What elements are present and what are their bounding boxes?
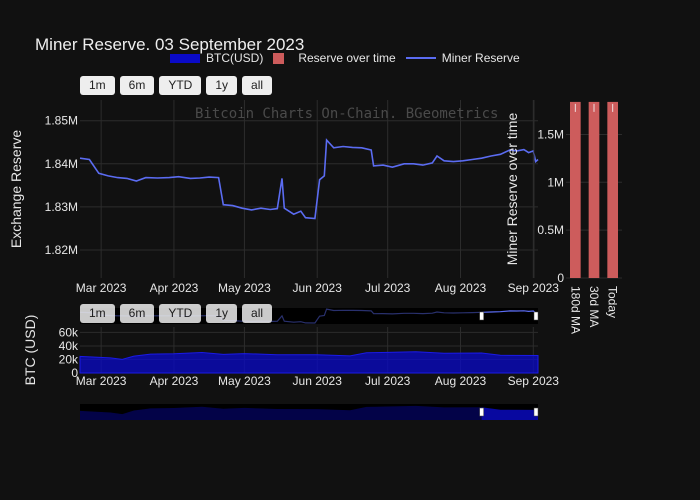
btc-price-area [79,351,539,374]
range-selector-top: 1m 6m YTD 1y all [80,76,273,95]
area-x-tick-label: Jun 2023 [293,374,343,388]
miner-reserve-line [79,138,539,220]
bar-category-label: 30d MA [587,286,601,327]
legend: BTC(USD) Reserve over time Miner Reserve [170,51,520,65]
bar-category-label: Today [606,286,620,318]
area-x-tick-label: Jul 2023 [365,374,411,388]
range-button-1y[interactable]: 1y [206,76,238,95]
area-y-tick-label: 40k [59,339,79,353]
range-button-1m[interactable]: 1m [80,76,115,95]
range-button-6m-bottom[interactable]: 6m [119,304,155,323]
range-button-all[interactable]: all [242,76,273,95]
bar-y-tick-label: 1M [547,175,564,189]
chart-title: Miner Reserve. 03 September 2023 [35,35,305,54]
main-y-axis-title: Exchange Reserve [8,130,24,249]
main-y-tick-label: 1.85M [45,114,78,128]
area-x-tick-label: Aug 2023 [435,374,487,388]
main-x-tick-label: Jul 2023 [365,281,411,295]
main-y-tick-label: 1.82M [45,243,78,257]
legend-item-reserve-over-time[interactable]: Reserve over time [273,51,396,65]
main-x-tick-label: Apr 2023 [150,281,199,295]
range-button-ytd-bottom[interactable]: YTD [159,304,202,323]
axis-titles: Exchange Reserve Miner Reserve over time B… [8,113,520,386]
legend-label-reserve-over-time: Reserve over time [298,51,396,65]
area-y-axis-title: BTC (USD) [22,315,38,386]
range-button-ytd[interactable]: YTD [159,76,202,95]
legend-item-miner-reserve[interactable]: Miner Reserve [405,51,520,65]
legend-label-btc: BTC(USD) [206,51,264,65]
range-slider-top-handle[interactable] [479,311,484,321]
bar-y-tick-label: 0 [557,271,564,285]
reserve-bar [607,101,618,279]
range-selector-bottom: 1m 6m YTD 1y all [80,304,273,323]
range-slider-bottom-mask [80,404,482,420]
main-x-tick-label: Jun 2023 [293,281,343,295]
main-x-tick-label: Sep 2023 [508,281,560,295]
main-axis-ticks: 1.82M 1.83M 1.84M 1.85M Mar 2023 Apr 2023 May … [45,114,560,295]
main-x-tick-label: May 2023 [218,281,271,295]
bar-category-label: 180d MA [568,286,582,334]
legend-swatch-reserve-over-time [273,52,285,64]
reserve-bar [570,101,581,279]
area-y-tick-label: 60k [59,325,79,339]
miner-reserve-line-group [79,138,539,220]
range-slider-bottom-handle[interactable] [479,407,484,417]
main-x-tick-label: Aug 2023 [435,281,487,295]
area-x-tick-label: Sep 2023 [508,374,560,388]
main-plot-grid [80,100,538,278]
area-x-tick-label: Apr 2023 [150,374,199,388]
reserve-bars-group: 180d MA 30d MA Today [568,101,620,334]
bar-y-tick-label: 0.5M [537,223,564,237]
reserve-bar [588,101,600,279]
range-button-1y-bottom[interactable]: 1y [206,304,238,323]
main-x-tick-label: Mar 2023 [76,281,127,295]
area-y-tick-label: 20k [59,352,79,366]
area-x-tick-label: May 2023 [218,374,271,388]
range-slider-bottom-handle[interactable] [533,407,539,417]
bar-y-axis-title: Miner Reserve over time [504,113,520,266]
legend-label-miner-reserve: Miner Reserve [441,51,520,65]
range-button-all-bottom[interactable]: all [242,304,273,323]
main-y-tick-label: 1.83M [45,200,78,214]
legend-swatch-btc [170,53,200,63]
bar-y-tick-label: 1.5M [537,127,564,141]
range-button-6m[interactable]: 6m [119,76,155,95]
area-x-tick-label: Mar 2023 [76,374,127,388]
range-button-1m-bottom[interactable]: 1m [80,304,115,323]
watermark: Bitcoin Charts On-Chain. BGeometrics [195,106,498,122]
range-slider-top-handle[interactable] [533,311,539,321]
area-y-tick-label: 0 [71,366,78,380]
legend-swatch-miner-reserve [405,57,436,59]
main-y-tick-label: 1.84M [45,157,78,171]
legend-item-btc[interactable]: BTC(USD) [170,51,263,65]
